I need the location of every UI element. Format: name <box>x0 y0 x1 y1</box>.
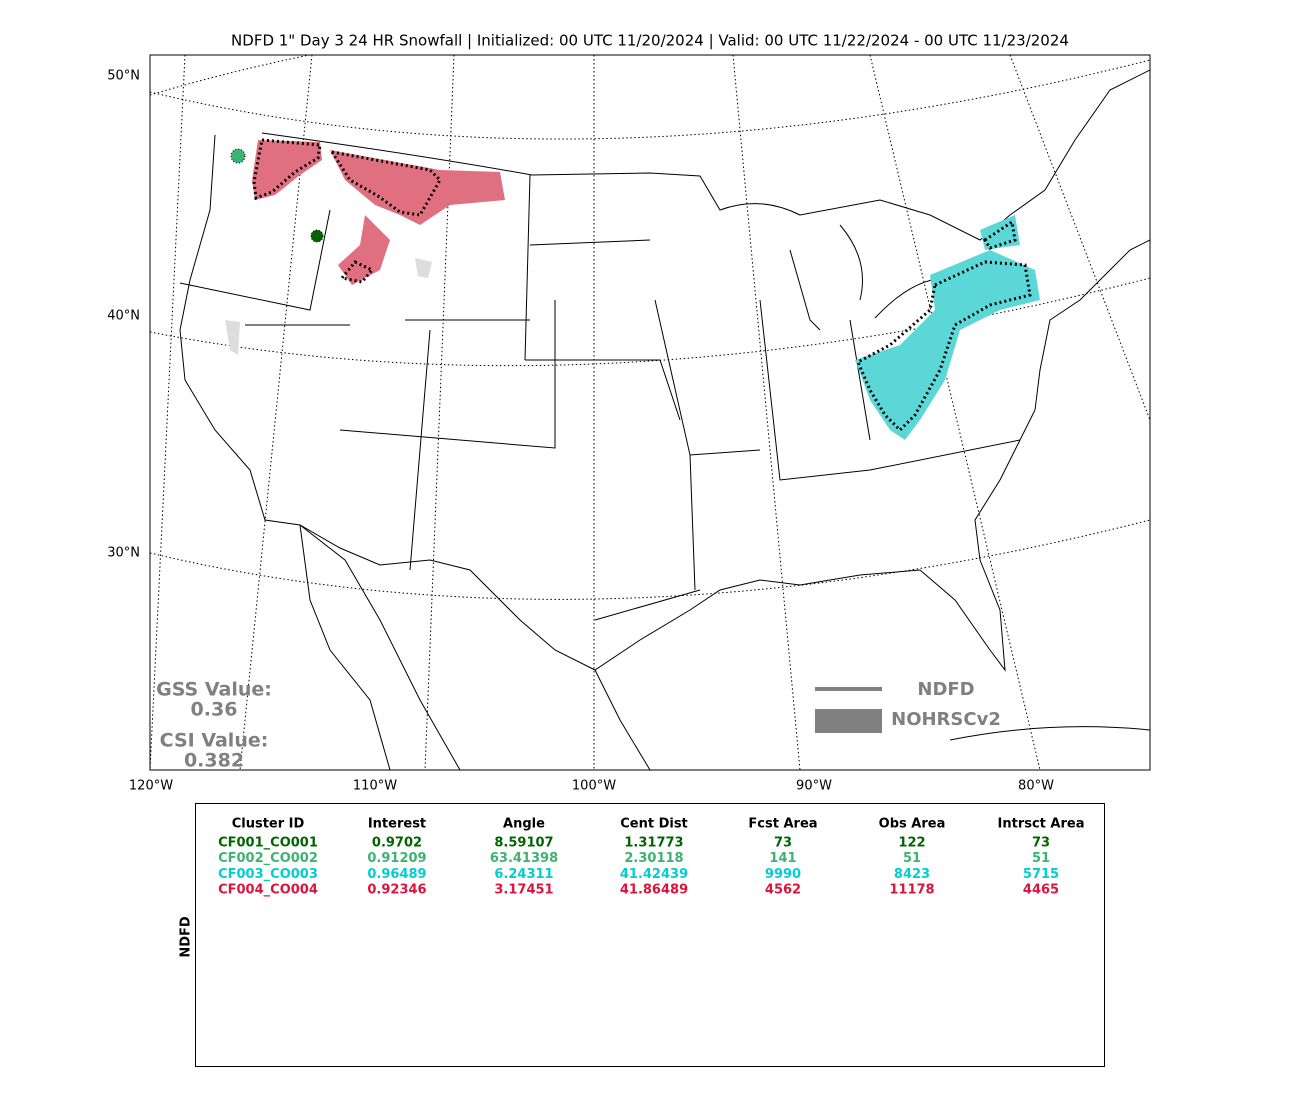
table-cell: CF001_CO001 <box>218 836 318 851</box>
stat-value: 0.382 <box>184 750 244 772</box>
table-cell: 141 <box>769 851 796 866</box>
table-cell: 1.31773 <box>624 836 683 851</box>
stat-label: GSS Value: <box>156 679 272 701</box>
table-cell: 73 <box>1032 836 1050 851</box>
table-cell: 8.59107 <box>494 836 553 851</box>
table-cell: 0.92346 <box>367 883 426 898</box>
table-cell: CF003_CO003 <box>218 867 318 882</box>
table-cell: 8423 <box>894 867 930 882</box>
table-header: Interest <box>368 817 426 832</box>
table-cell: 51 <box>903 851 921 866</box>
table-cell: 6.24311 <box>494 867 553 882</box>
table-header: Fcst Area <box>748 817 817 832</box>
table-cell: 5715 <box>1023 867 1059 882</box>
table-cell: CF004_CO004 <box>218 883 318 898</box>
table-cell: 41.86489 <box>620 883 688 898</box>
table-cell: 4562 <box>765 883 801 898</box>
table-cell: 41.42439 <box>620 867 688 882</box>
table-cell: 3.17451 <box>494 883 553 898</box>
table-cell: 9990 <box>765 867 801 882</box>
stat-value: 0.36 <box>191 699 238 721</box>
table-cell: 0.96489 <box>367 867 426 882</box>
table-cell: 73 <box>774 836 792 851</box>
lon-label: 80°W <box>1018 779 1054 794</box>
lat-label: 50°N <box>107 69 140 84</box>
table-side-label: NDFD <box>179 916 194 958</box>
table-cell: 0.91209 <box>367 851 426 866</box>
table-cell: 51 <box>1032 851 1050 866</box>
table-header: Obs Area <box>879 817 946 832</box>
lon-label: 100°W <box>572 779 616 794</box>
lon-label: 110°W <box>353 779 397 794</box>
lon-label: 120°W <box>129 779 173 794</box>
table-cell: 11178 <box>889 883 934 898</box>
table-header: Cent Dist <box>620 817 688 832</box>
legend-label: NDFD <box>917 679 974 700</box>
map <box>149 54 1151 771</box>
table-cell: CF002_CO002 <box>218 851 318 866</box>
table-cell: 4465 <box>1023 883 1059 898</box>
table-header: Cluster ID <box>232 817 305 832</box>
stat-label: CSI Value: <box>160 730 269 752</box>
table-cell: 122 <box>898 836 925 851</box>
lat-label: 40°N <box>107 309 140 324</box>
table-cell: 0.9702 <box>372 836 422 851</box>
legend-label: NOHRSCv2 <box>891 709 1001 730</box>
lon-label: 90°W <box>796 779 832 794</box>
map-frame <box>149 54 1151 771</box>
table-header: Intrsct Area <box>998 817 1085 832</box>
table-frame <box>195 803 1105 1067</box>
table-cell: 63.41398 <box>490 851 558 866</box>
lat-label: 30°N <box>107 546 140 561</box>
table-header: Angle <box>503 817 545 832</box>
legend-patch <box>815 709 882 733</box>
table-cell: 2.30118 <box>624 851 683 866</box>
map-title: NDFD 1" Day 3 24 HR Snowfall | Initializ… <box>231 32 1069 50</box>
